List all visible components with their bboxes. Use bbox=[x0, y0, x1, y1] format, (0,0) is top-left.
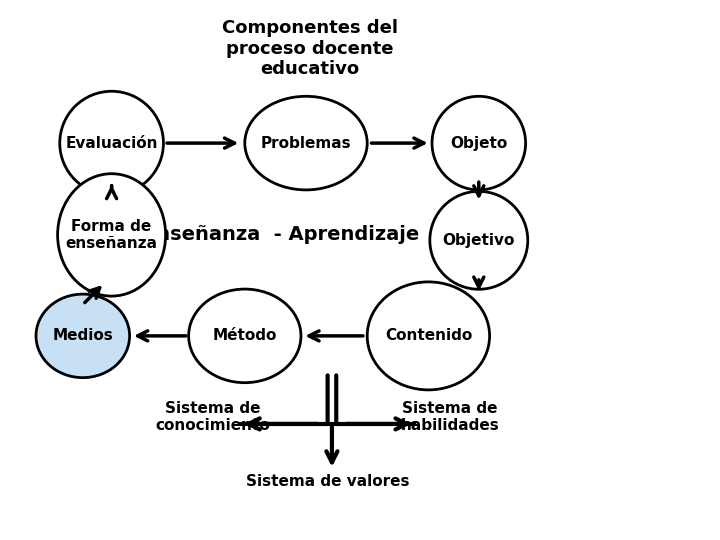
Ellipse shape bbox=[432, 96, 526, 190]
Ellipse shape bbox=[245, 96, 367, 190]
Text: Evaluación: Evaluación bbox=[66, 136, 158, 151]
Text: Método: Método bbox=[212, 328, 277, 343]
Text: Contenido: Contenido bbox=[384, 328, 472, 343]
Text: Componentes del
proceso docente
educativo: Componentes del proceso docente educativ… bbox=[222, 19, 397, 78]
Ellipse shape bbox=[430, 191, 528, 289]
Text: Objetivo: Objetivo bbox=[443, 233, 515, 248]
Ellipse shape bbox=[58, 174, 166, 296]
Ellipse shape bbox=[36, 294, 130, 377]
Text: Problemas: Problemas bbox=[261, 136, 351, 151]
Text: Sistema de
habilidades: Sistema de habilidades bbox=[400, 401, 500, 433]
Text: Enseñanza  - Aprendizaje: Enseñanza - Aprendizaje bbox=[143, 225, 419, 245]
Text: Sistema de valores: Sistema de valores bbox=[246, 474, 410, 489]
Ellipse shape bbox=[189, 289, 301, 383]
Ellipse shape bbox=[60, 91, 163, 195]
Text: Objeto: Objeto bbox=[450, 136, 508, 151]
Text: Forma de
enseñanza: Forma de enseñanza bbox=[66, 219, 158, 251]
Ellipse shape bbox=[367, 282, 490, 390]
Text: Medios: Medios bbox=[53, 328, 113, 343]
Text: Sistema de
conocimiento: Sistema de conocimiento bbox=[155, 401, 270, 433]
